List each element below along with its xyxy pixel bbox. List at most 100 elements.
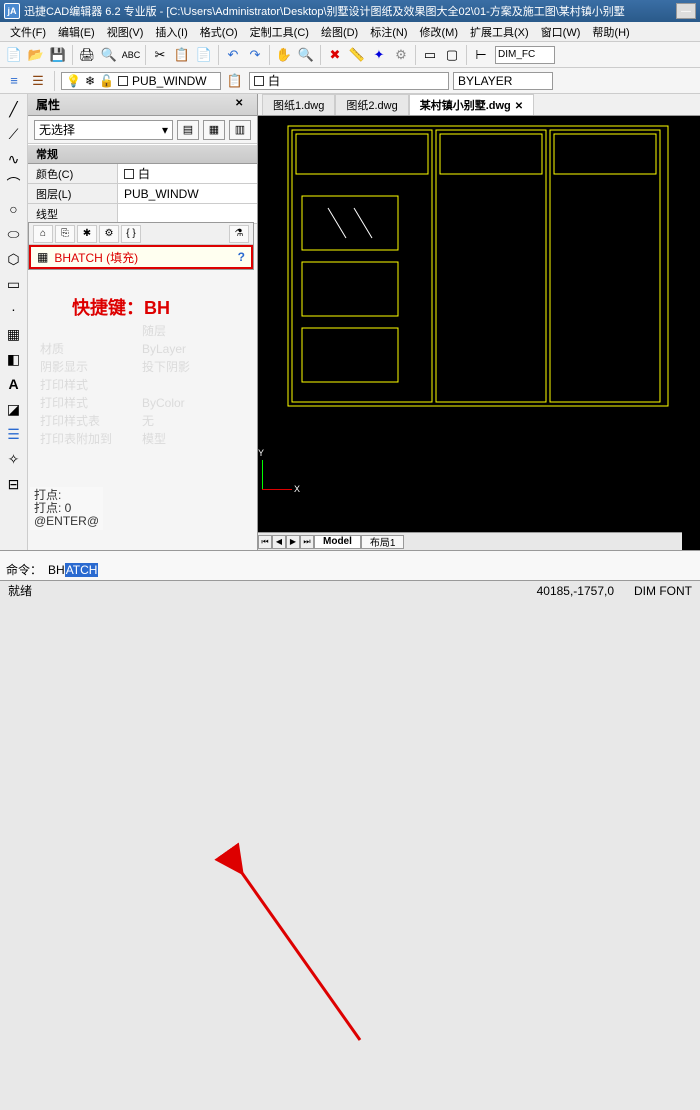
section-header[interactable]: 常规 [28,144,257,164]
command-line[interactable]: 命令： BHATCH [0,550,700,580]
measure-button[interactable]: 📏 [347,45,367,65]
bars-tool[interactable]: ☰ [3,423,25,445]
property-row[interactable]: 线型 [28,204,257,224]
selection-text: 无选择 [39,121,75,138]
mirror-tool[interactable]: ◪ [3,398,25,420]
gear-button[interactable]: ⚙ [391,45,411,65]
circle-tool[interactable]: ○ [3,198,25,220]
property-value[interactable]: PUB_WINDW [118,184,257,203]
redo-button[interactable]: ↷ [245,45,265,65]
save-button[interactable]: 💾 [48,45,68,65]
zoom-button[interactable]: 🔍 [296,45,316,65]
ucs-x-axis [262,489,292,490]
document-tab[interactable]: 图纸1.dwg [262,94,335,115]
menu-item[interactable]: 窗口(W) [535,22,587,42]
menu-item[interactable]: 帮助(H) [586,22,635,42]
color-swatch [124,169,134,179]
cad-drawing [258,116,698,436]
menu-item[interactable]: 格式(O) [194,22,244,42]
red-x-button[interactable]: ✖ [325,45,345,65]
sheet-first-button[interactable]: ⏮ [258,535,272,549]
layer-tool-button[interactable]: 📋 [225,71,245,91]
filter2-button[interactable]: ▦ [203,120,225,140]
titlebar-text: 迅捷CAD编辑器 6.2 专业版 - [C:\Users\Administrat… [24,3,625,19]
properties-title-text: 属性 [36,96,60,113]
ucs-y-label: Y [258,448,264,458]
menu-item[interactable]: 绘图(D) [315,22,364,42]
undo-button[interactable]: ↶ [223,45,243,65]
cmd-suggest-item[interactable]: ▦ BHATCH (填充) ? [29,245,253,269]
menu-item[interactable]: 定制工具(C) [244,22,315,42]
cmd-tab1[interactable]: ⌂ [33,225,53,243]
sheet-next-button[interactable]: ▶ [286,535,300,549]
spline-tool[interactable]: ∿ [3,148,25,170]
layer-dropdown[interactable]: 💡 ❄ 🔓 PUB_WINDW [61,72,221,90]
toolbar-dropdown[interactable]: DIM_FC [495,46,555,64]
rectangle-tool[interactable]: ▭ [3,273,25,295]
text-tool[interactable]: A [3,373,25,395]
sheet-tab[interactable]: Model [314,535,361,549]
linetype-dropdown[interactable]: BYLAYER [453,72,553,90]
find-button[interactable]: ABC [121,45,141,65]
line-tool[interactable]: ╱ [3,98,25,120]
tb-box2-button[interactable]: ▢ [442,45,462,65]
linetype-name: BYLAYER [458,74,512,88]
copy-button[interactable]: 📋 [172,45,192,65]
document-tab[interactable]: 某村镇小别墅.dwg✕ [409,94,534,115]
region-tool[interactable]: ◧ [3,348,25,370]
new-button[interactable]: 📄 [4,45,24,65]
menu-item[interactable]: 插入(I) [149,22,193,42]
preview-button[interactable]: 🔍 [99,45,119,65]
cmd-tab2[interactable]: ⎘ [55,225,75,243]
color-dropdown[interactable]: 白 [249,72,449,90]
menu-item[interactable]: 修改(M) [414,22,465,42]
cut-button[interactable]: ✂ [150,45,170,65]
command-suggest-panel: ⌂ ⎘ ✱ ⚙ { } ⚗ ▦ BHATCH (填充) ? [28,222,254,270]
tab-close-button[interactable]: ✕ [515,101,523,112]
polyline-tool[interactable]: ⟋ [3,123,25,145]
tb-box1-button[interactable]: ▭ [420,45,440,65]
property-row[interactable]: 图层(L)PUB_WINDW [28,184,257,204]
menu-item[interactable]: 扩展工具(X) [464,22,535,42]
cmd-tab5[interactable]: { } [121,225,141,243]
filter3-button[interactable]: ▥ [229,120,251,140]
command-history: 打点:打点: 0@ENTER@ [30,487,103,530]
cmd-tab4[interactable]: ⚙ [99,225,119,243]
menu-item[interactable]: 文件(F) [4,22,52,42]
paste-button[interactable]: 📄 [194,45,214,65]
sheet-tab[interactable]: 布局1 [361,535,405,549]
dim-button[interactable]: ⊢ [471,45,491,65]
property-value[interactable] [118,204,257,223]
statusbar: 就绪 40185,-1757,0 DIM FONT [0,580,700,600]
open-button[interactable]: 📂 [26,45,46,65]
cmd-tab6[interactable]: ⚗ [229,225,249,243]
menu-item[interactable]: 编辑(E) [52,22,101,42]
property-value[interactable]: 白 [118,164,257,183]
ellipse-tool[interactable]: ⬭ [3,223,25,245]
properties-close-button[interactable]: ✕ [235,98,249,112]
menu-item[interactable]: 视图(V) [101,22,150,42]
filter1-button[interactable]: ▤ [177,120,199,140]
sheet-last-button[interactable]: ⏭ [300,535,314,549]
selection-dropdown[interactable]: 无选择 ▾ [34,120,173,140]
polygon-tool[interactable]: ⬡ [3,248,25,270]
property-row[interactable]: 颜色(C)白 [28,164,257,184]
helper-button[interactable]: ✦ [369,45,389,65]
cmd-help-button[interactable]: ? [238,250,245,264]
layer-stack-button[interactable]: ☰ [28,71,48,91]
ucs-x-label: X [294,484,300,494]
cmd-tab3[interactable]: ✱ [77,225,97,243]
pan-button[interactable]: ✋ [274,45,294,65]
menu-item[interactable]: 标注(N) [364,22,413,42]
arc-tool[interactable]: ⌒ [3,173,25,195]
hatch-tool[interactable]: ▦ [3,323,25,345]
sheet-prev-button[interactable]: ◀ [272,535,286,549]
point-tool[interactable]: · [3,298,25,320]
wand-tool[interactable]: ✧ [3,448,25,470]
layer-mgr-button[interactable]: ≡ [4,71,24,91]
align-tool[interactable]: ⊟ [3,473,25,495]
document-tab[interactable]: 图纸2.dwg [335,94,408,115]
print-button[interactable]: 🖨 [77,45,97,65]
drawing-canvas[interactable]: Y X [258,116,700,530]
minimize-button[interactable]: — [676,3,696,19]
